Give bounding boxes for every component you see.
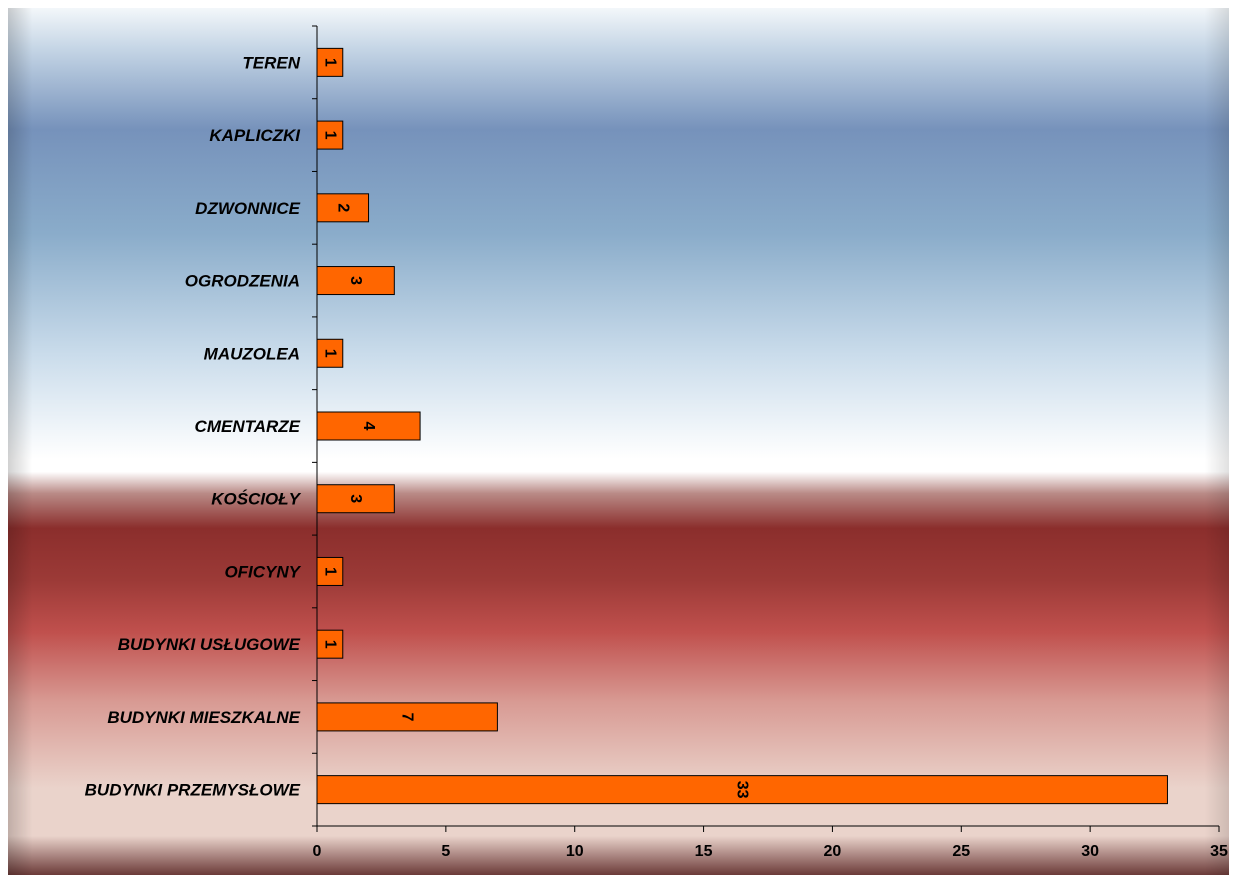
bar <box>316 775 1168 805</box>
data-label: 3 <box>347 276 364 285</box>
x-tick-label: 0 <box>313 843 322 860</box>
x-tick-label: 5 <box>441 843 450 860</box>
data-label: 1 <box>321 131 338 140</box>
category-label: BUDYNKI USŁUGOWE <box>118 635 301 654</box>
data-label: 33 <box>734 781 751 799</box>
data-label: 7 <box>399 712 416 721</box>
category-label: MAUZOLEA <box>204 344 300 363</box>
category-label: OFICYNY <box>224 562 301 581</box>
x-tick-label: 20 <box>824 843 842 860</box>
category-label: TEREN <box>242 53 300 72</box>
x-tick-label: 25 <box>952 843 970 860</box>
x-tick-label: 35 <box>1210 843 1228 860</box>
category-label: DZWONNICE <box>195 199 300 218</box>
bar <box>316 193 370 223</box>
data-label: 3 <box>347 494 364 503</box>
data-label: 1 <box>321 349 338 358</box>
category-label: BUDYNKI PRZEMYSŁOWE <box>85 781 301 800</box>
category-label: CMENTARZE <box>195 417 301 436</box>
category-label: BUDYNKI MIESZKALNE <box>107 708 300 727</box>
category-labels: TEREN KAPLICZKI DZWONNICE OGRODZENIA MAUZOLE… <box>85 53 302 799</box>
bar <box>316 484 395 514</box>
x-tick-label: 30 <box>1081 843 1099 860</box>
data-label: 2 <box>334 203 351 212</box>
bar <box>316 411 421 441</box>
x-tick-label: 15 <box>695 843 713 860</box>
data-label: 1 <box>321 640 338 649</box>
x-tick-label: 10 <box>566 843 584 860</box>
chart-background-edge-shade <box>8 8 1229 875</box>
bar <box>316 629 344 659</box>
category-label: KOŚCIOŁY <box>211 490 301 509</box>
data-label: 1 <box>321 58 338 67</box>
bar <box>316 702 498 732</box>
category-label: KAPLICZKI <box>209 126 301 145</box>
category-label: OGRODZENIA <box>185 272 300 291</box>
bar <box>316 120 344 150</box>
data-label: 4 <box>360 422 377 431</box>
data-label: 1 <box>321 567 338 576</box>
bar <box>316 47 344 77</box>
axes: 0 5 10 15 20 25 30 35 <box>312 25 1228 860</box>
